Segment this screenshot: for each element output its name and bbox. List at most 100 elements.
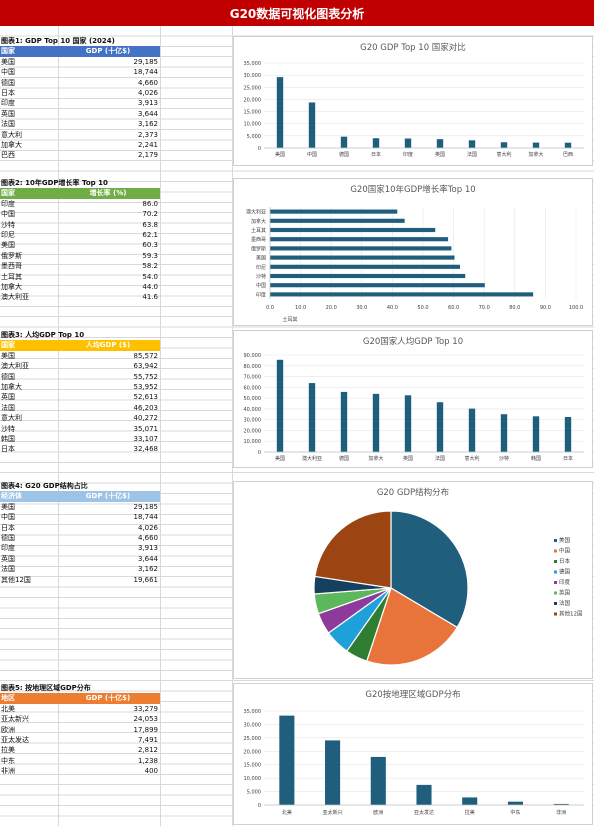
cell-name[interactable]: 法国 bbox=[1, 403, 15, 412]
table-row[interactable]: 加拿大 53,952 bbox=[0, 382, 160, 392]
table-row[interactable]: 墨西哥 58.2 bbox=[0, 261, 160, 271]
cell-value[interactable]: 1,238 bbox=[137, 756, 158, 765]
cell-value[interactable]: 55,752 bbox=[133, 372, 159, 381]
bar[interactable] bbox=[372, 393, 380, 452]
table-row[interactable]: 印尼 62.1 bbox=[0, 230, 160, 240]
column-header[interactable]: 增长率 (%) bbox=[89, 189, 127, 198]
cell-value[interactable]: 54.0 bbox=[142, 272, 158, 281]
table-row[interactable]: 非洲 400 bbox=[0, 766, 160, 776]
cell-value[interactable]: 3,162 bbox=[137, 565, 158, 574]
table-row[interactable]: 德国 4,660 bbox=[0, 78, 160, 88]
cell-name[interactable]: 北美 bbox=[1, 704, 15, 713]
table-row[interactable]: 北美 33,279 bbox=[0, 704, 160, 714]
cell-name[interactable]: 印度 bbox=[1, 99, 15, 108]
cell-value[interactable]: 3,913 bbox=[137, 544, 158, 553]
cell-value[interactable]: 52,613 bbox=[133, 393, 159, 402]
table-row[interactable]: 法国 3,162 bbox=[0, 564, 160, 574]
cell-value[interactable]: 18,744 bbox=[133, 68, 159, 77]
cell-value[interactable]: 63.8 bbox=[142, 220, 158, 229]
cell-name[interactable]: 法国 bbox=[1, 565, 15, 574]
bar[interactable] bbox=[276, 359, 284, 452]
cell-value[interactable]: 33,279 bbox=[133, 704, 159, 713]
cell-value[interactable]: 24,053 bbox=[133, 715, 159, 724]
cell-value[interactable]: 2,241 bbox=[137, 140, 158, 149]
bar[interactable] bbox=[532, 142, 540, 148]
cell-name[interactable]: 韩国 bbox=[1, 434, 15, 443]
cell-name[interactable]: 意大利 bbox=[1, 130, 22, 139]
table-row[interactable]: 加拿大 44.0 bbox=[0, 282, 160, 292]
cell-value[interactable]: 29,185 bbox=[133, 57, 159, 66]
cell-name[interactable]: 中国 bbox=[1, 68, 15, 77]
table-row[interactable]: 美国 29,185 bbox=[0, 502, 160, 512]
cell-name[interactable]: 其他12国 bbox=[1, 575, 31, 584]
table-row[interactable]: 意大利 40,272 bbox=[0, 413, 160, 423]
table-row[interactable]: 印度 3,913 bbox=[0, 98, 160, 108]
cell-value[interactable]: 3,162 bbox=[137, 120, 158, 129]
table-row[interactable]: 中国 18,744 bbox=[0, 512, 160, 522]
table-row[interactable]: 日本 32,468 bbox=[0, 444, 160, 454]
cell-name[interactable]: 加拿大 bbox=[1, 282, 22, 291]
bar[interactable] bbox=[279, 715, 295, 805]
cell-value[interactable]: 4,026 bbox=[137, 88, 158, 97]
table-row[interactable]: 韩国 33,107 bbox=[0, 434, 160, 444]
column-header[interactable]: 经济体 bbox=[1, 492, 22, 501]
cell-name[interactable]: 欧洲 bbox=[1, 725, 15, 734]
table-row[interactable]: 沙特 35,071 bbox=[0, 424, 160, 434]
cell-name[interactable]: 美国 bbox=[1, 351, 15, 360]
cell-name[interactable]: 日本 bbox=[1, 523, 15, 532]
table-row[interactable]: 印度 86.0 bbox=[0, 199, 160, 209]
bar[interactable] bbox=[500, 142, 508, 148]
cell-value[interactable]: 19,661 bbox=[133, 575, 159, 584]
bar[interactable] bbox=[276, 77, 284, 148]
column-header[interactable]: 地区 bbox=[1, 694, 15, 703]
bar[interactable] bbox=[462, 797, 478, 805]
bar[interactable] bbox=[416, 784, 432, 805]
cell-name[interactable]: 中国 bbox=[1, 210, 15, 219]
table-row[interactable]: 俄罗斯 59.3 bbox=[0, 251, 160, 261]
cell-value[interactable]: 3,913 bbox=[137, 99, 158, 108]
table-row[interactable]: 印度 3,913 bbox=[0, 543, 160, 553]
cell-name[interactable]: 英国 bbox=[1, 554, 15, 563]
bar[interactable] bbox=[340, 391, 348, 452]
cell-name[interactable]: 日本 bbox=[1, 445, 15, 454]
table-row[interactable]: 美国 85,572 bbox=[0, 351, 160, 361]
column-header[interactable]: 国家 bbox=[1, 341, 15, 350]
column-header[interactable]: GDP (十亿$) bbox=[85, 492, 131, 501]
cell-name[interactable]: 亚太新兴 bbox=[1, 715, 29, 724]
cell-value[interactable]: 35,071 bbox=[133, 424, 159, 433]
pie-slice[interactable] bbox=[390, 510, 469, 629]
table-row[interactable]: 其他12国 19,661 bbox=[0, 575, 160, 585]
chart-container[interactable]: G20 GDP Top 10 国家对比 0 5,000 10,000 15,000 20,… bbox=[233, 36, 593, 166]
table-row[interactable]: 法国 3,162 bbox=[0, 119, 160, 129]
cell-value[interactable]: 40,272 bbox=[133, 414, 159, 423]
cell-value[interactable]: 63,942 bbox=[133, 362, 159, 371]
column-header[interactable]: 国家 bbox=[1, 189, 15, 198]
bar[interactable] bbox=[308, 102, 316, 148]
cell-value[interactable]: 58.2 bbox=[142, 262, 158, 271]
cell-value[interactable]: 2,812 bbox=[137, 746, 158, 755]
table-row[interactable]: 土耳其 54.0 bbox=[0, 272, 160, 282]
table-row[interactable]: 亚太新兴 24,053 bbox=[0, 714, 160, 724]
pie-slice[interactable] bbox=[314, 510, 392, 589]
table-row[interactable]: 澳大利亚 63,942 bbox=[0, 361, 160, 371]
column-header[interactable]: GDP (十亿$) bbox=[85, 47, 131, 56]
cell-value[interactable]: 85,572 bbox=[133, 351, 159, 360]
bar[interactable] bbox=[270, 218, 405, 223]
cell-value[interactable]: 33,107 bbox=[133, 434, 159, 443]
bar[interactable] bbox=[468, 140, 476, 148]
cell-name[interactable]: 德国 bbox=[1, 533, 15, 542]
cell-name[interactable]: 英国 bbox=[1, 393, 15, 402]
bar[interactable] bbox=[436, 402, 444, 452]
table-row[interactable]: 英国 3,644 bbox=[0, 554, 160, 564]
cell-value[interactable]: 70.2 bbox=[142, 210, 158, 219]
cell-value[interactable]: 53,952 bbox=[133, 382, 159, 391]
cell-name[interactable]: 印尼 bbox=[1, 230, 15, 239]
cell-value[interactable]: 18,744 bbox=[133, 513, 159, 522]
cell-name[interactable]: 巴西 bbox=[1, 151, 15, 160]
bar[interactable] bbox=[270, 209, 398, 214]
cell-name[interactable]: 澳大利亚 bbox=[1, 293, 29, 302]
table-row[interactable]: 日本 4,026 bbox=[0, 88, 160, 98]
cell-name[interactable]: 印度 bbox=[1, 544, 15, 553]
chart-container[interactable]: G20国家人均GDP Top 10 0 10,000 20,000 30,000 40,0… bbox=[233, 330, 593, 468]
cell-value[interactable]: 32,468 bbox=[133, 445, 159, 454]
